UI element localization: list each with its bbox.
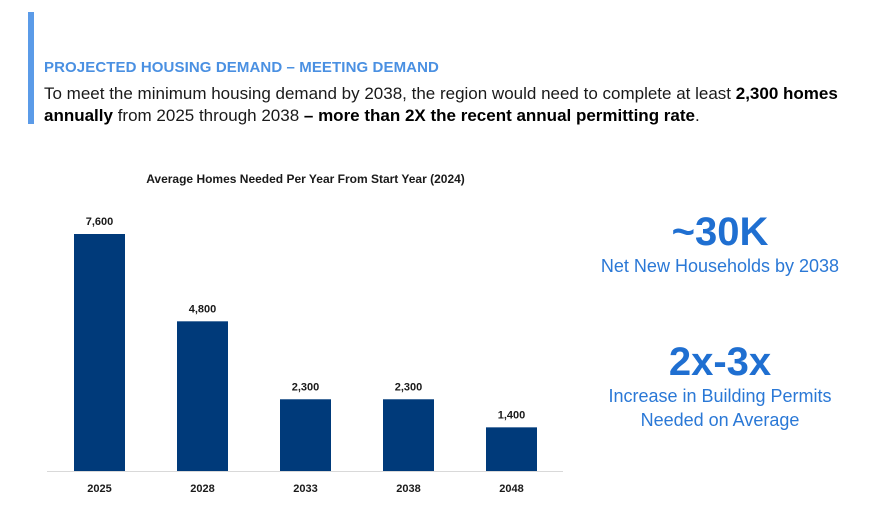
- data-label-2033: 2,300: [292, 381, 320, 393]
- stat-permits: 2x-3x Increase in Building Permits Neede…: [570, 340, 870, 432]
- bars-group: 7,600 2025 4,800 2028 2,300 2033 2,300 2038 1,40…: [74, 216, 537, 495]
- data-label-2048: 1,400: [498, 409, 526, 421]
- lead-paragraph: To meet the minimum housing demand by 20…: [44, 83, 864, 127]
- bar-2028: [177, 321, 228, 471]
- lead-bold-2: – more than 2X the recent annual permitt…: [303, 106, 695, 125]
- x-tick-2028: 2028: [190, 483, 214, 495]
- bar-chart: 7,600 2025 4,800 2028 2,300 2033 2,300 2038 1,40…: [47, 216, 563, 495]
- lead-bold-1: 2,300 homes annually: [44, 84, 838, 125]
- data-label-2025: 7,600: [86, 216, 114, 228]
- x-tick-2033: 2033: [293, 483, 317, 495]
- bar-2033: [280, 399, 331, 471]
- bar-2038: [383, 399, 434, 471]
- stat-permits-label-line1: Increase in Building Permits: [608, 386, 832, 406]
- stat-households: ~30K Net New Households by 2038: [570, 210, 870, 278]
- stat-permits-label-line2: Needed on Average: [640, 410, 800, 430]
- lead-text-2: from 2025 through 2038: [112, 106, 304, 125]
- chart-title: Average Homes Needed Per Year From Start…: [146, 172, 465, 186]
- stat-permits-value: 2x-3x: [668, 340, 772, 384]
- section-kicker: PROJECTED HOUSING DEMAND – MEETING DEMAN…: [44, 59, 439, 76]
- stat-households-label: Net New Households by 2038: [600, 256, 840, 276]
- lead-text-1: To meet the minimum housing demand by 20…: [44, 84, 736, 103]
- x-tick-2048: 2048: [499, 483, 523, 495]
- lead-text-end: .: [694, 106, 700, 125]
- data-label-2038: 2,300: [395, 381, 423, 393]
- x-tick-2038: 2038: [396, 483, 420, 495]
- bar-2025: [74, 234, 125, 471]
- x-tick-2025: 2025: [87, 483, 111, 495]
- stat-households-value: ~30K: [671, 210, 769, 254]
- accent-bar: [28, 12, 34, 124]
- data-label-2028: 4,800: [189, 303, 217, 315]
- bar-2048: [486, 427, 537, 471]
